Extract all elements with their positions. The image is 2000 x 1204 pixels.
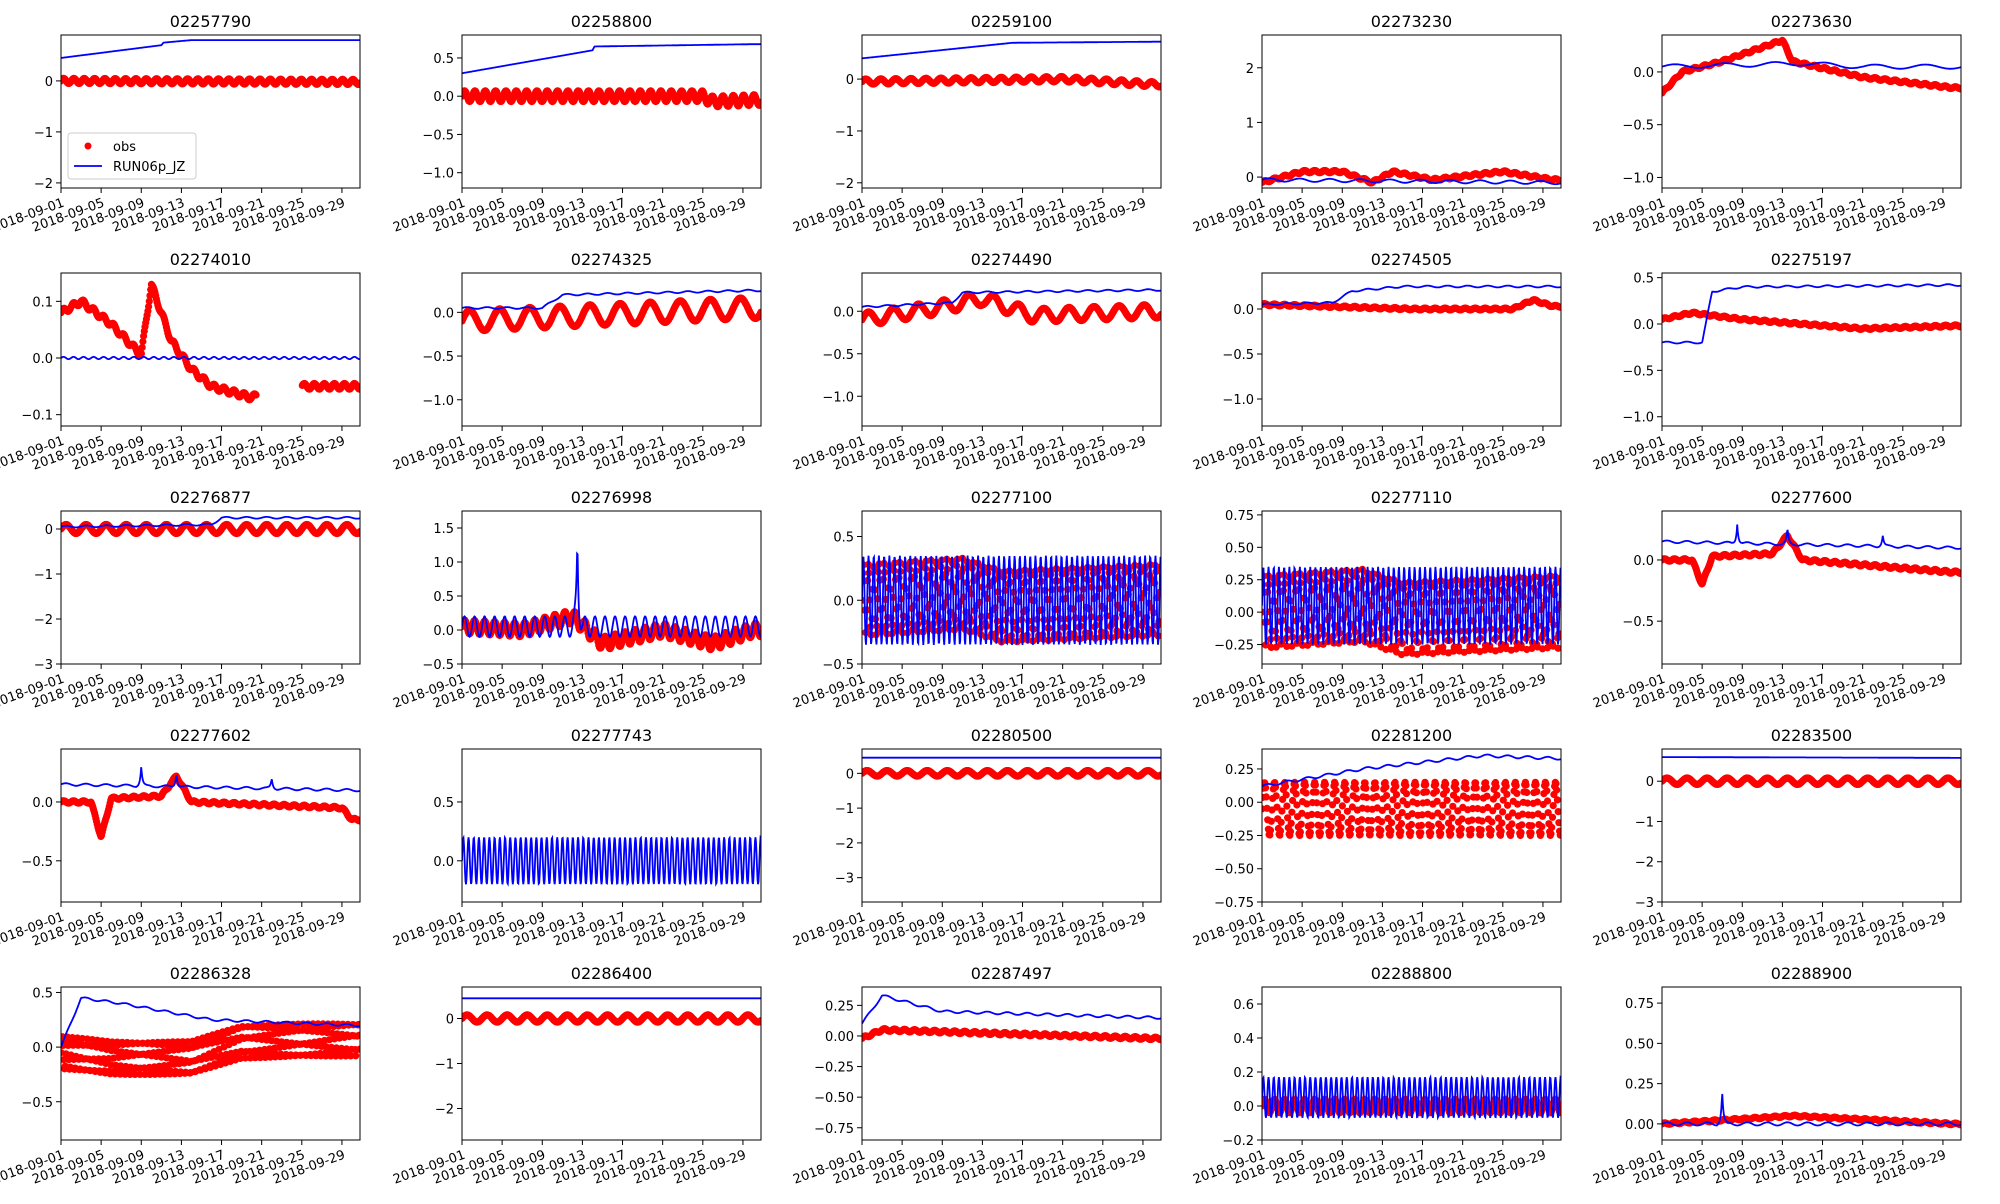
subplot-02274505: 022745050.0−0.5−1.02018-09-012018-09-052… <box>1191 250 1564 474</box>
legend-model-label: RUN06p_JZ <box>113 160 185 175</box>
legend-obs-label: obs <box>113 140 136 155</box>
plot-area <box>1258 167 1564 187</box>
subplot-title: 02274490 <box>971 250 1052 269</box>
obs-point <box>253 391 260 398</box>
subplot-title: 02273230 <box>1371 12 1452 31</box>
axes-frame <box>1262 273 1561 426</box>
y-tick-label: −0.5 <box>422 350 454 365</box>
y-tick-label: 0.1 <box>32 295 53 310</box>
subplot-title: 02275197 <box>1771 250 1852 269</box>
subplot-title: 02274325 <box>571 250 652 269</box>
y-tick-label: 0.0 <box>1233 303 1254 318</box>
subplot-02273630: 022736300.0−0.5−1.02018-09-012018-09-052… <box>1591 12 1964 236</box>
subplot-02273230: 022732302102018-09-012018-09-052018-09-0… <box>1191 12 1564 236</box>
subplot-title: 02257790 <box>170 12 251 31</box>
plot-area <box>57 517 363 537</box>
subplot-02258800: 022588000.50.0−0.5−1.02018-09-012018-09-… <box>391 12 764 236</box>
subplot-02259100: 022591000−1−22018-09-012018-09-052018-09… <box>791 12 1164 236</box>
plot-area <box>458 554 764 654</box>
y-tick-label: 0.0 <box>433 90 454 105</box>
y-tick-label: −1 <box>34 126 53 141</box>
y-tick-label: −1.0 <box>1222 393 1254 408</box>
y-tick-label: 0.0 <box>1633 318 1654 333</box>
model-line <box>61 357 360 359</box>
subplot-title: 02276877 <box>170 488 251 507</box>
subplot-title: 02273630 <box>1771 12 1852 31</box>
y-tick-label: −0.1 <box>21 409 53 424</box>
axes-frame <box>1662 273 1961 426</box>
subplot-02276998: 022769981.51.00.50.0−0.52018-09-012018-0… <box>391 488 764 712</box>
y-tick-label: −0.5 <box>422 128 454 143</box>
y-tick-label: −0.5 <box>822 348 854 363</box>
y-tick-label: −3 <box>34 658 53 673</box>
y-tick-label: 0 <box>1246 171 1254 186</box>
y-tick-label: 1 <box>1246 116 1254 131</box>
plot-area <box>858 42 1164 91</box>
plot-area <box>57 281 363 404</box>
model-line <box>61 40 360 58</box>
y-tick-label: 0 <box>846 73 854 88</box>
model-line <box>462 44 761 73</box>
subplot-02274490: 022744900.0−0.5−1.02018-09-012018-09-052… <box>791 250 1164 474</box>
y-tick-label: 0 <box>45 75 53 90</box>
y-tick-label: 0.5 <box>1633 272 1654 287</box>
plot-area <box>1258 286 1564 314</box>
plot-area <box>1658 37 1964 97</box>
subplot-02275197: 022751970.50.0−0.5−1.02018-09-012018-09-… <box>1591 250 1964 474</box>
y-tick-label: −1.0 <box>422 394 454 409</box>
y-tick-label: −1.0 <box>422 167 454 182</box>
y-tick-label: −1.0 <box>1622 171 1654 186</box>
axes-frame <box>61 273 360 426</box>
axes-frame <box>1662 35 1961 188</box>
y-tick-label: −0.5 <box>1622 119 1654 134</box>
axes-frame <box>1262 35 1561 188</box>
axes-frame <box>862 273 1161 426</box>
y-tick-label: −1.0 <box>822 390 854 405</box>
subplot-02276877: 022768770−1−2−32018-09-012018-09-052018-… <box>0 488 364 712</box>
y-tick-label: −0.5 <box>1222 348 1254 363</box>
plot-area <box>1658 284 1964 343</box>
subplot-title: 02258800 <box>571 12 652 31</box>
y-tick-label: 0.0 <box>833 305 854 320</box>
y-tick-label: 2 <box>1246 62 1254 77</box>
model-line <box>1262 286 1561 305</box>
subplot-02257790: 022577900−1−22018-09-012018-09-052018-09… <box>0 12 364 236</box>
y-tick-label: −1 <box>835 125 854 140</box>
axes-frame <box>862 35 1161 188</box>
plot-area <box>458 290 764 334</box>
plot-area <box>858 289 1164 327</box>
subplot-02274010: 022740100.10.0−0.12018-09-012018-09-0520… <box>0 250 364 474</box>
plot-area <box>57 40 363 88</box>
y-tick-label: 0.0 <box>1633 66 1654 81</box>
y-tick-label: 0.5 <box>433 52 454 67</box>
y-tick-label: 0.0 <box>32 352 53 367</box>
axes-frame <box>462 35 761 188</box>
y-tick-label: −1.0 <box>1622 411 1654 426</box>
y-tick-label: −0.5 <box>1622 364 1654 379</box>
plot-area <box>458 44 764 110</box>
y-tick-label: −2 <box>34 613 53 628</box>
model-line <box>1662 284 1961 343</box>
y-tick-label: −2 <box>34 177 53 192</box>
axes-frame <box>462 273 761 426</box>
legend-obs-marker <box>85 143 92 150</box>
legend: obs RUN06p_JZ <box>68 133 196 179</box>
subplot-title: 02274505 <box>1371 250 1452 269</box>
model-line <box>862 42 1161 59</box>
y-tick-label: −1 <box>34 568 53 583</box>
y-tick-label: −2 <box>835 177 854 192</box>
y-tick-label: 0.0 <box>433 306 454 321</box>
subplot-title: 02274010 <box>170 250 251 269</box>
y-tick-label: 0 <box>45 523 53 538</box>
subplot-02274325: 022743250.0−0.5−1.02018-09-012018-09-052… <box>391 250 764 474</box>
subplot-title: 02259100 <box>971 12 1052 31</box>
